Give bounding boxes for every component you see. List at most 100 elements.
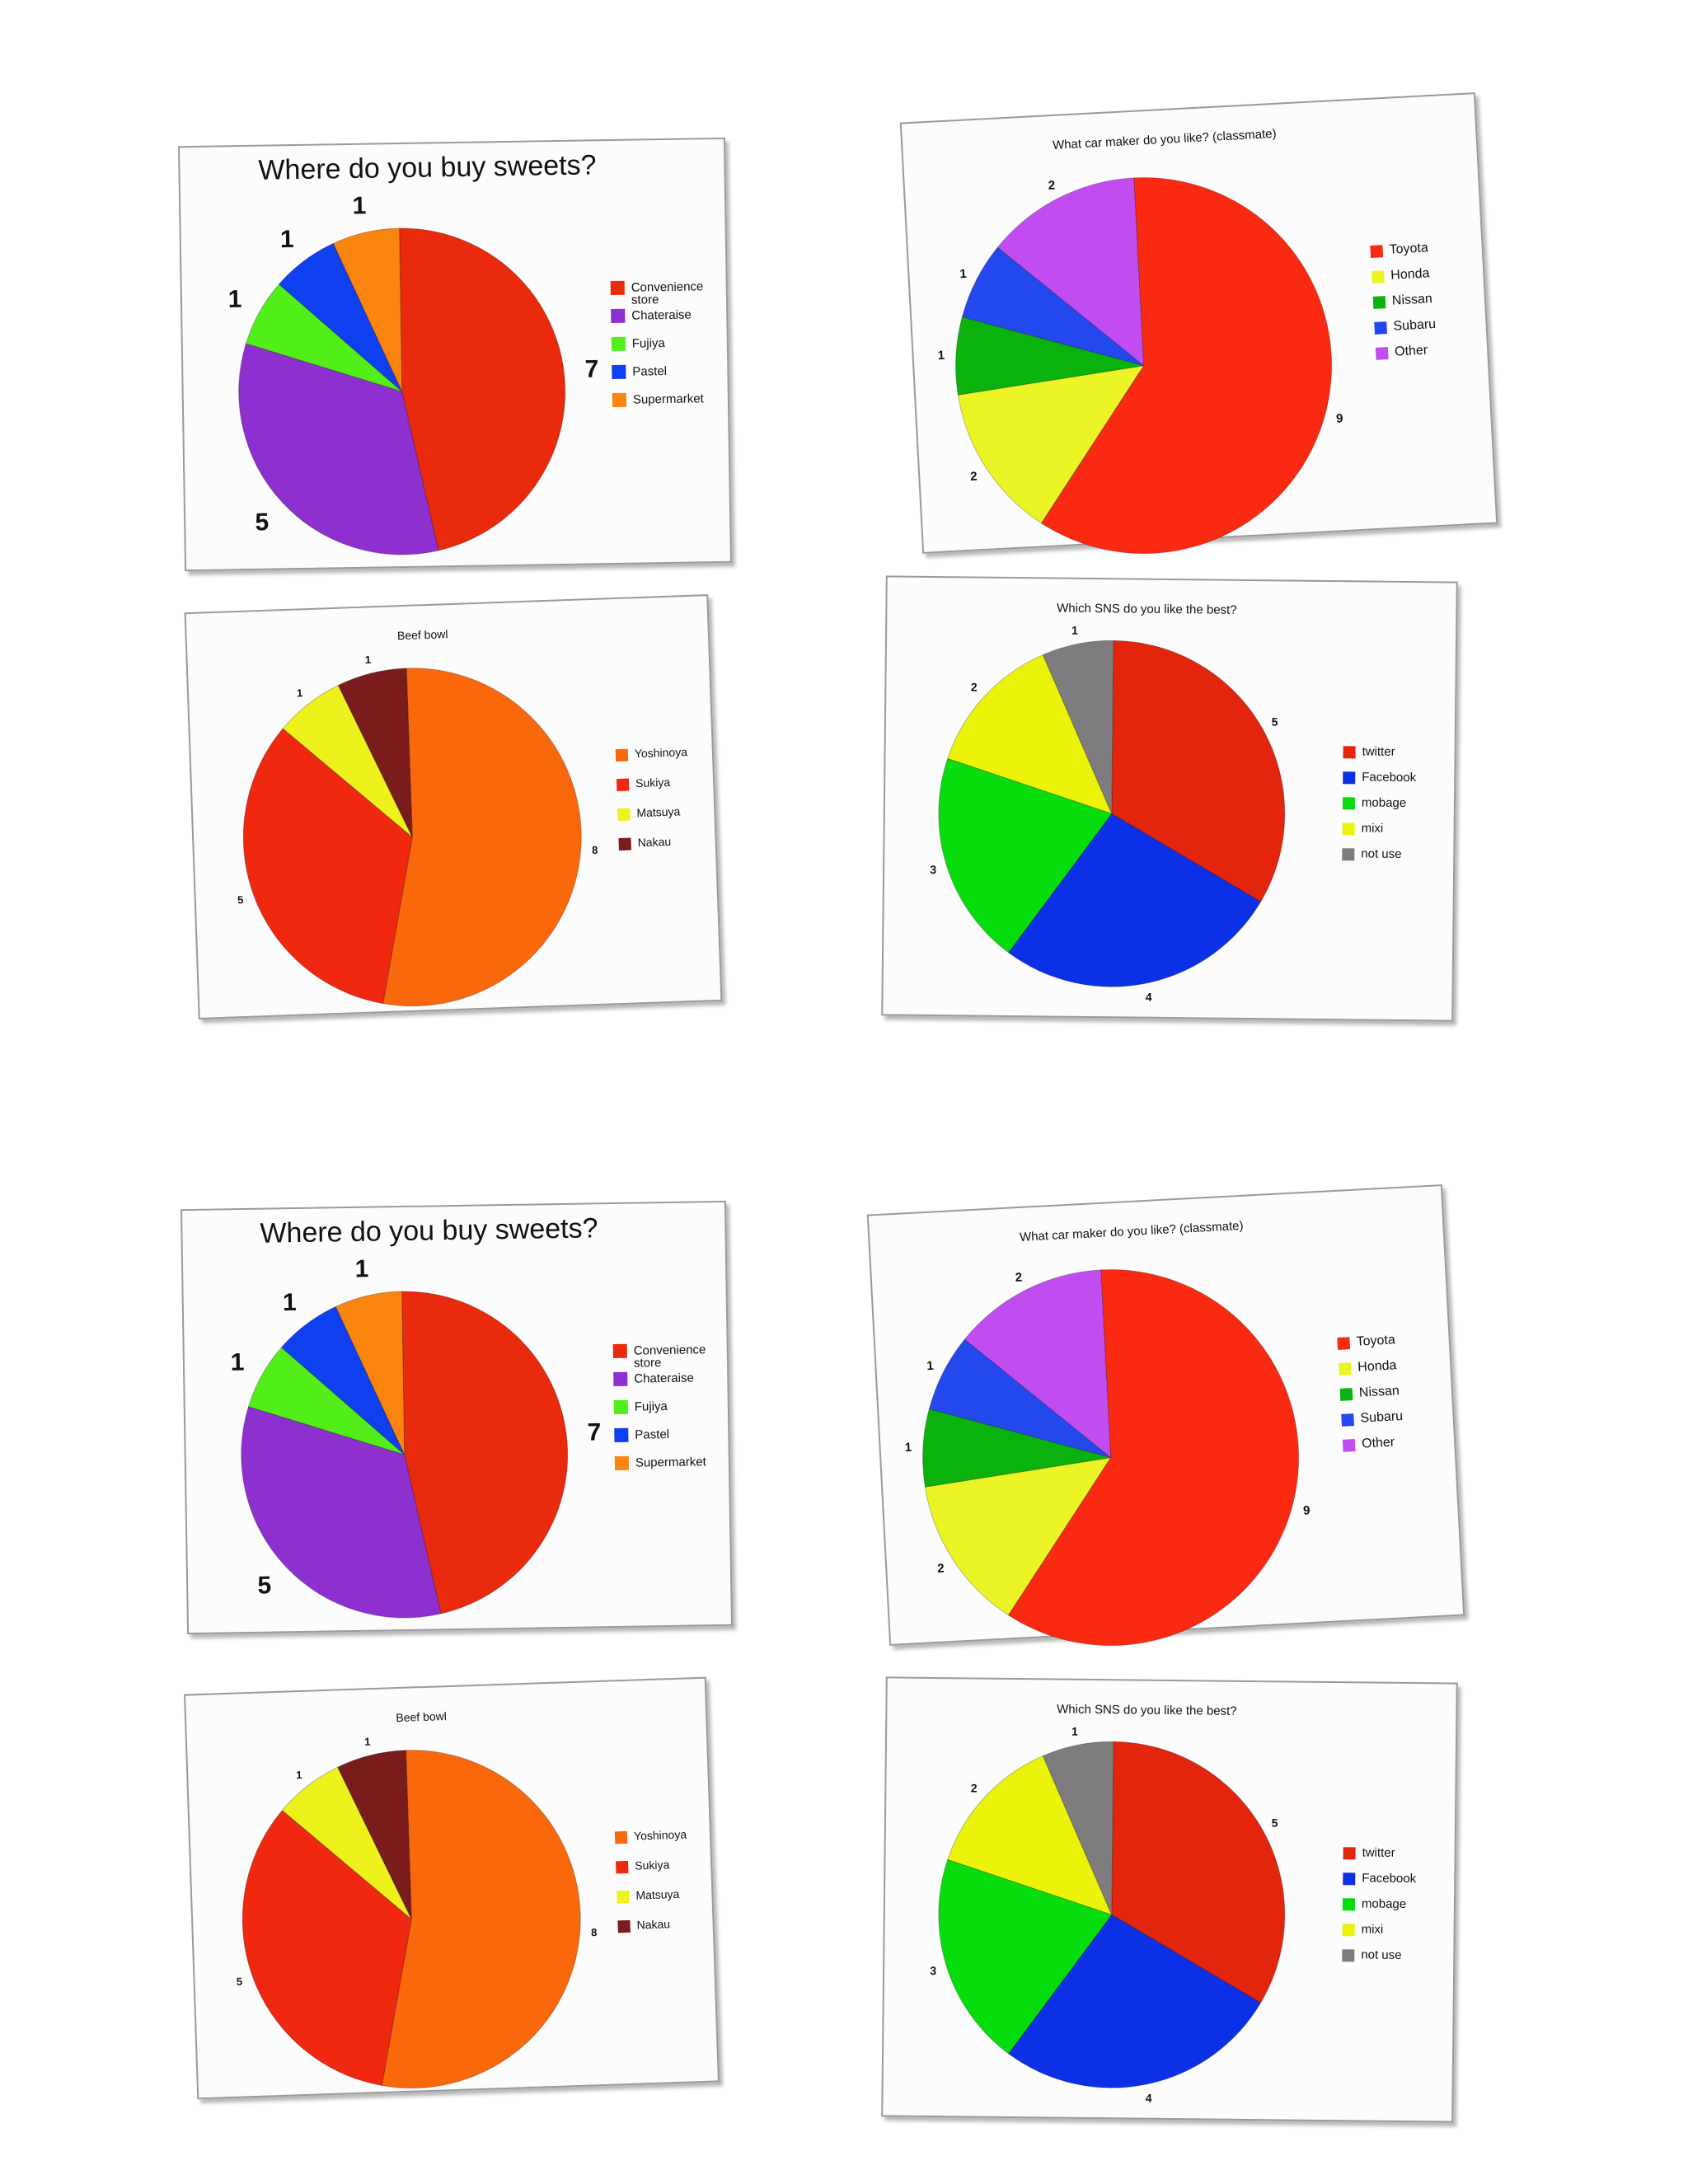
chart-card: What car maker do you like? (classmate) 9… bbox=[866, 1184, 1465, 1647]
legend-swatch bbox=[1342, 823, 1355, 836]
legend-label: Toyota bbox=[1356, 1333, 1395, 1348]
pie-slice-convenience-store bbox=[399, 227, 566, 551]
legend-swatch bbox=[613, 1371, 628, 1387]
legend-item-sukiya: Sukiya bbox=[616, 776, 671, 792]
chart-card: Where do you buy sweets? 7 5 1 1 1 Convenience… bbox=[177, 137, 733, 572]
chart-card: Beef bowl 8 5 1 1 Yoshinoya Sukiya Matsuya Nakau bbox=[184, 1676, 720, 2100]
pie-slice-matsuya bbox=[281, 1766, 412, 1920]
data-label: 8 bbox=[591, 1926, 598, 1938]
legend-item-mixi: mixi bbox=[1342, 1922, 1384, 1937]
chart-legend: Yoshinoya Sukiya Matsuya Nakau bbox=[615, 745, 688, 851]
legend-swatch bbox=[610, 280, 625, 296]
data-label: 1 bbox=[296, 1769, 302, 1781]
data-label: 1 bbox=[280, 226, 294, 253]
legend-label: Yoshinoya bbox=[635, 745, 688, 760]
legend-label: twitter bbox=[1362, 1845, 1395, 1859]
data-label: 1 bbox=[354, 1255, 368, 1282]
pie-slice-subaru bbox=[928, 1338, 1111, 1459]
pie-slice-facebook bbox=[1007, 813, 1262, 987]
legend-swatch bbox=[1341, 1413, 1354, 1427]
pie-slice-nissan bbox=[955, 316, 1144, 396]
legend-label: Yoshinoya bbox=[634, 1828, 687, 1843]
legend-label: mobage bbox=[1362, 795, 1406, 810]
legend-swatch bbox=[612, 392, 627, 408]
chart-card: Beef bowl 8 5 1 1 Yoshinoya Sukiya Matsuya Nakau bbox=[184, 594, 723, 1019]
legend-item-chateraise: Chateraise bbox=[613, 1371, 694, 1387]
legend-item-pastel: Pastel bbox=[612, 364, 667, 380]
pie-slice-nakau bbox=[337, 668, 413, 837]
legend-item-nissan: Nissan bbox=[1339, 1384, 1400, 1401]
pie-slice-pastel bbox=[278, 242, 403, 392]
legend-swatch bbox=[616, 778, 630, 792]
chart-card: Which SNS do you like the best? 5 4 3 2 1 twit… bbox=[881, 1676, 1458, 2123]
legend-item-not-use: not use bbox=[1342, 846, 1402, 861]
legend-item-nakau: Nakau bbox=[618, 835, 671, 851]
legend-swatch bbox=[1375, 347, 1389, 360]
legend-item-convenience-store: Conveniencestore bbox=[610, 279, 703, 307]
data-label: 5 bbox=[1272, 1816, 1278, 1830]
pie-slice-yoshinoya bbox=[382, 668, 582, 1007]
data-label: 2 bbox=[970, 470, 978, 484]
legend-item-nakau: Nakau bbox=[617, 1917, 670, 1933]
chart-title: What car maker do you like? (classmate) bbox=[1020, 1219, 1244, 1244]
pie-slice-honda bbox=[924, 1456, 1112, 1616]
pie-slice-pastel bbox=[280, 1305, 406, 1455]
legend-label: not use bbox=[1361, 846, 1401, 861]
pie-chart: Which SNS do you like the best? 5 4 3 2 1 twit… bbox=[930, 1703, 1417, 2105]
data-label: 1 bbox=[365, 654, 372, 666]
legend-item-mobage: mobage bbox=[1342, 795, 1406, 810]
pie-slice-chateraise bbox=[241, 1406, 442, 1619]
data-label: 5 bbox=[237, 893, 244, 906]
legend-label: mixi bbox=[1362, 1922, 1384, 1936]
legend-label: mobage bbox=[1362, 1896, 1406, 1911]
legend-swatch bbox=[1343, 771, 1356, 785]
chart-title: Beef bowl bbox=[396, 1709, 447, 1724]
chart-title: Where do you buy sweets? bbox=[258, 149, 597, 185]
legend-label: Pastel bbox=[632, 364, 667, 379]
data-label: 8 bbox=[592, 844, 598, 856]
data-label: 1 bbox=[904, 1441, 912, 1455]
chart-title: Where do you buy sweets? bbox=[260, 1212, 598, 1249]
chart-title: Beef bowl bbox=[397, 627, 448, 642]
legend-label: Other bbox=[1395, 343, 1429, 359]
data-label: 5 bbox=[255, 509, 269, 536]
pie-slice-twitter bbox=[1111, 640, 1286, 902]
chart-card: What car maker do you like? (classmate) 9… bbox=[899, 92, 1498, 555]
pie-chart: Which SNS do you like the best? 5 4 3 2 1 twit… bbox=[930, 602, 1417, 1004]
legend-item-fujiya: Fujiya bbox=[613, 1399, 668, 1415]
legend-swatch bbox=[1343, 1847, 1356, 1860]
legend-label: Supermarket bbox=[635, 1455, 707, 1469]
legend-swatch bbox=[615, 748, 629, 762]
legend-swatch bbox=[613, 1399, 628, 1415]
data-label: 1 bbox=[230, 1349, 244, 1376]
data-label: 1 bbox=[926, 1359, 934, 1373]
legend-item-toyota: Toyota bbox=[1370, 241, 1428, 258]
legend-item-subaru: Subaru bbox=[1374, 317, 1437, 335]
pie-slice-nissan bbox=[922, 1408, 1111, 1488]
legend-swatch bbox=[614, 1427, 629, 1442]
legend-label: Honda bbox=[1357, 1358, 1397, 1374]
pie-slice-supermarket bbox=[332, 227, 403, 392]
legend-label: Supermarket bbox=[633, 391, 705, 406]
pie-slice-supermarket bbox=[335, 1291, 406, 1455]
legend-label: Chateraise bbox=[634, 1371, 694, 1385]
pie-chart: Beef bowl 8 5 1 1 Yoshinoya Sukiya Matsuya Nakau bbox=[237, 627, 688, 1007]
pie-slice-mixi bbox=[947, 654, 1113, 815]
pie-slice-subaru bbox=[961, 246, 1144, 367]
data-label: 1 bbox=[297, 687, 303, 699]
pie-slice-mixi bbox=[947, 1755, 1113, 1916]
pie-slice-honda bbox=[957, 364, 1145, 524]
legend-label: Nissan bbox=[1391, 292, 1432, 308]
legend-label: Subaru bbox=[1393, 317, 1436, 334]
legend-swatch bbox=[1339, 1388, 1353, 1401]
legend-label: Nissan bbox=[1358, 1384, 1400, 1400]
data-label: 1 bbox=[283, 1289, 297, 1316]
legend-swatch bbox=[617, 1919, 631, 1933]
data-label: 7 bbox=[587, 1418, 601, 1446]
legend-item-supermarket: Supermarket bbox=[614, 1455, 707, 1470]
pie-slice-other bbox=[964, 1269, 1112, 1459]
legend-swatch bbox=[611, 336, 626, 352]
legend-label: Chateraise bbox=[631, 307, 692, 322]
chart-legend: Yoshinoya Sukiya Matsuya Nakau bbox=[614, 1828, 687, 1933]
